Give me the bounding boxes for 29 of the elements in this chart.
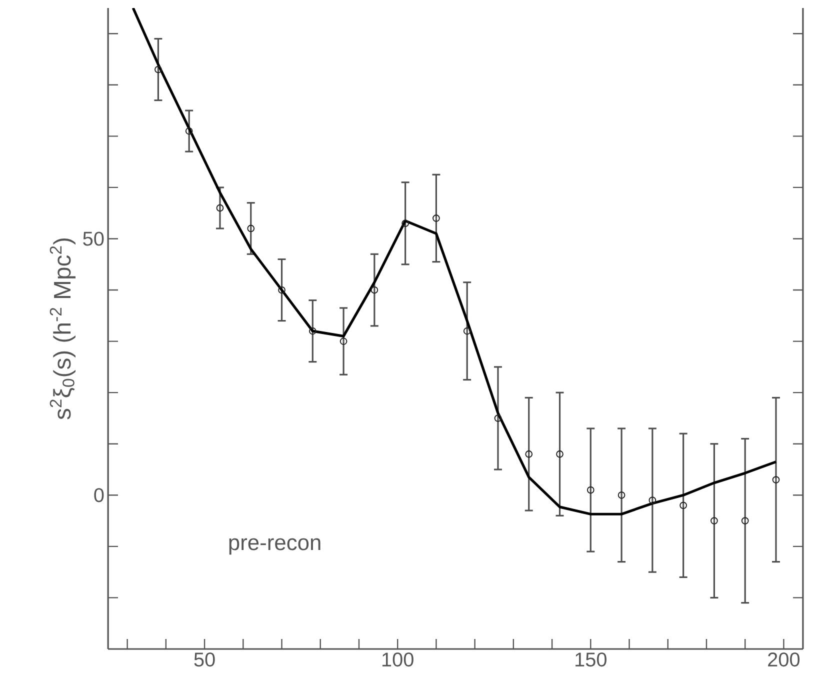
point [618, 491, 626, 499]
y-tick-label: 0 [94, 488, 104, 502]
point [710, 517, 718, 524]
point [370, 286, 378, 294]
line-series [132, 8, 778, 516]
point [463, 327, 471, 335]
point [185, 127, 193, 135]
point [278, 286, 286, 294]
point [680, 502, 688, 510]
point [741, 517, 749, 524]
point [586, 486, 594, 494]
x-tick-label: 150 [576, 652, 606, 667]
point [340, 338, 348, 345]
annotation: pre-recon [229, 538, 320, 555]
point [432, 214, 440, 222]
x-tick-label: 200 [768, 652, 800, 667]
point [402, 220, 409, 228]
point [648, 496, 656, 504]
point [494, 414, 502, 422]
point [216, 204, 224, 212]
point [247, 224, 255, 232]
x-tick-label: 50 [194, 652, 215, 667]
point [525, 450, 533, 458]
point [154, 66, 162, 74]
x-tick-label: 100 [382, 652, 414, 667]
point [556, 450, 564, 458]
point [308, 327, 316, 335]
point [772, 476, 780, 484]
text: s$^{2}$ξ$_{0}$(s) (h$^{-2}$ Mpc$^{2}$) [50, 238, 76, 420]
